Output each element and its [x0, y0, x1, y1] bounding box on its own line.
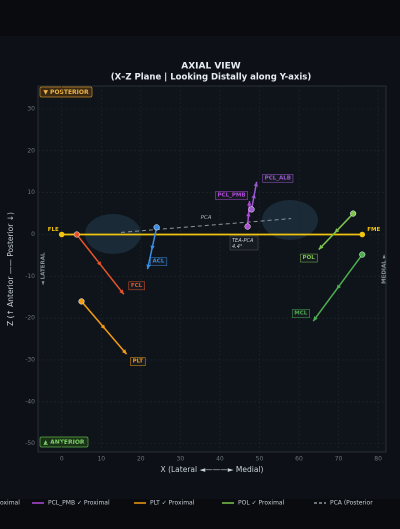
x-tick-label: 20	[137, 456, 145, 463]
landmark-label: FLE	[48, 227, 59, 233]
annotation-box	[229, 235, 259, 251]
arrow-head	[253, 181, 259, 187]
ligament-label: PCL_ALB	[265, 175, 291, 181]
y-tick-label: 20	[27, 147, 35, 154]
arrow-head	[97, 261, 102, 266]
x-tick-label: 50	[256, 456, 264, 463]
arrow-head	[146, 264, 151, 270]
arrow-head	[100, 324, 106, 330]
chart-subtitle: (X–Z Plane | Looking Distally along Y-ax…	[111, 73, 312, 83]
landmark	[58, 231, 65, 238]
anterior-label: ▲ ANTERIOR	[43, 439, 85, 446]
arrow-head	[247, 201, 252, 206]
bottom-bar	[0, 499, 400, 529]
posterior-label: ▼ POSTERIOR	[43, 89, 89, 96]
x-tick-label: 30	[177, 456, 185, 463]
arrow-head	[318, 244, 324, 250]
arrow-head	[150, 245, 155, 251]
x-tick-label: 70	[335, 456, 343, 463]
y-axis-label: Z (↑ Anterior —— Posterior ↓)	[6, 212, 15, 326]
proximal-point	[244, 223, 251, 230]
ligament-label: FCL	[131, 283, 143, 289]
arrow-head	[246, 211, 251, 217]
label-box	[215, 191, 248, 200]
ligament-label: PCL_PMB	[218, 193, 246, 199]
top-bar	[0, 0, 400, 36]
pca-line	[121, 218, 292, 233]
proximal-point	[153, 224, 160, 231]
landmark-label: FME	[367, 227, 380, 233]
legend-label: POL ✓ Proximal	[238, 500, 285, 507]
medial-label: MEDIAL ►	[382, 253, 388, 284]
y-tick-label: -10	[25, 273, 35, 280]
label-box	[128, 281, 145, 291]
legend-label: oximal	[0, 500, 20, 507]
landmark	[359, 231, 366, 238]
plot-area	[37, 85, 387, 453]
arrow-head	[251, 193, 256, 199]
arrow-head	[334, 228, 340, 234]
proximal-point	[248, 206, 255, 213]
lateral-label: ◄ LATERAL	[41, 252, 47, 285]
proximal-point	[78, 298, 85, 305]
legend-label: PCA (Posterior	[330, 500, 373, 507]
ligament-label: PLT	[133, 359, 144, 365]
x-tick-label: 0	[60, 456, 64, 463]
label-box	[300, 253, 318, 263]
label-box	[130, 357, 146, 366]
label-box	[262, 174, 294, 183]
annotation-label: TEA-PCA	[232, 238, 254, 244]
y-tick-label: -20	[25, 315, 35, 322]
y-tick-label: 10	[27, 189, 35, 196]
y-tick-label: -40	[25, 398, 35, 405]
ligament-label: ACL	[153, 259, 165, 265]
ligament-label: POL	[303, 255, 316, 261]
pca-label: PCA	[201, 215, 212, 221]
x-tick-label: 10	[97, 456, 105, 463]
anterior-box	[39, 436, 89, 448]
x-tick-label: 60	[295, 456, 303, 463]
legend-label: PCL_PMB ✓ Proximal	[48, 500, 110, 507]
x-tick-label: 80	[374, 456, 382, 463]
arrow-head	[313, 316, 318, 322]
y-tick-label: 30	[27, 106, 35, 113]
proximal-point	[359, 251, 366, 258]
arrow-head	[119, 289, 124, 295]
proximal-point	[73, 231, 80, 238]
legend-label: PLT ✓ Proximal	[150, 500, 195, 507]
y-tick-label: -50	[25, 440, 35, 447]
x-axis-label: X (Lateral ◄———► Medial)	[161, 465, 264, 474]
arrow-head	[336, 284, 341, 290]
y-tick-label: 0	[31, 231, 35, 238]
label-box	[291, 309, 310, 318]
medial-condyle	[262, 200, 318, 240]
posterior-box	[39, 86, 93, 98]
x-tick-label: 40	[216, 456, 224, 463]
annotation-angle: 4.4°	[232, 244, 243, 250]
y-tick-label: -30	[25, 356, 35, 363]
ligament-label: MCL	[294, 311, 308, 317]
arrow-head	[122, 349, 127, 355]
proximal-point	[350, 210, 357, 217]
chart-title: AXIAL VIEW	[181, 62, 241, 72]
label-box	[150, 257, 168, 266]
